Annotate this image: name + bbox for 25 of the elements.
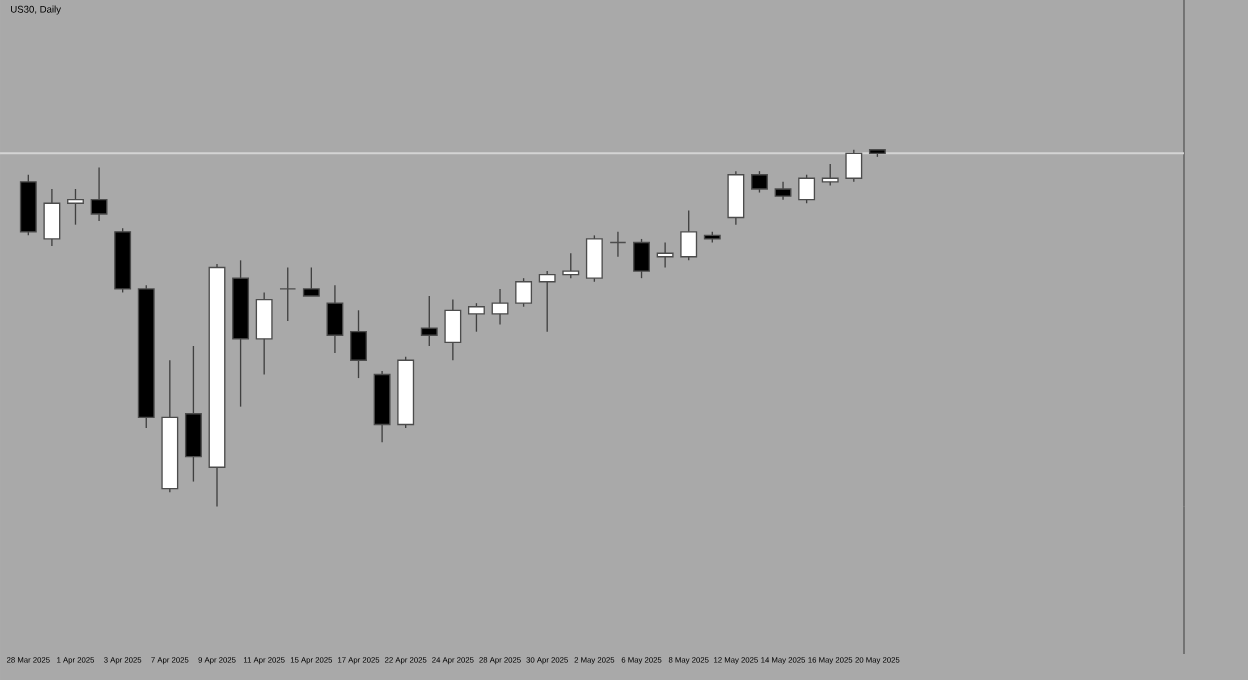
candlestick <box>491 287 509 325</box>
candlestick <box>562 252 580 279</box>
candlestick <box>751 170 768 193</box>
candlestick <box>798 173 816 204</box>
candlestick <box>302 266 320 297</box>
candlestick <box>680 209 698 261</box>
candlestick <box>90 166 108 222</box>
candlestick <box>326 284 344 354</box>
candlestick <box>279 266 297 322</box>
candlestick <box>43 188 61 247</box>
candlestick <box>515 277 533 308</box>
candlestick <box>585 234 603 283</box>
candlestick <box>255 291 273 375</box>
candlestick <box>67 188 84 226</box>
candlestick <box>467 302 485 333</box>
candlestick <box>420 295 438 347</box>
candlestick <box>609 230 627 258</box>
candlestick <box>633 237 650 279</box>
candlestick <box>845 148 863 183</box>
candlestick <box>727 170 745 226</box>
candlestick <box>821 163 839 186</box>
candlestick <box>538 270 556 333</box>
candlestick <box>444 298 462 361</box>
candlestick <box>350 309 367 379</box>
candlestick <box>184 344 202 482</box>
